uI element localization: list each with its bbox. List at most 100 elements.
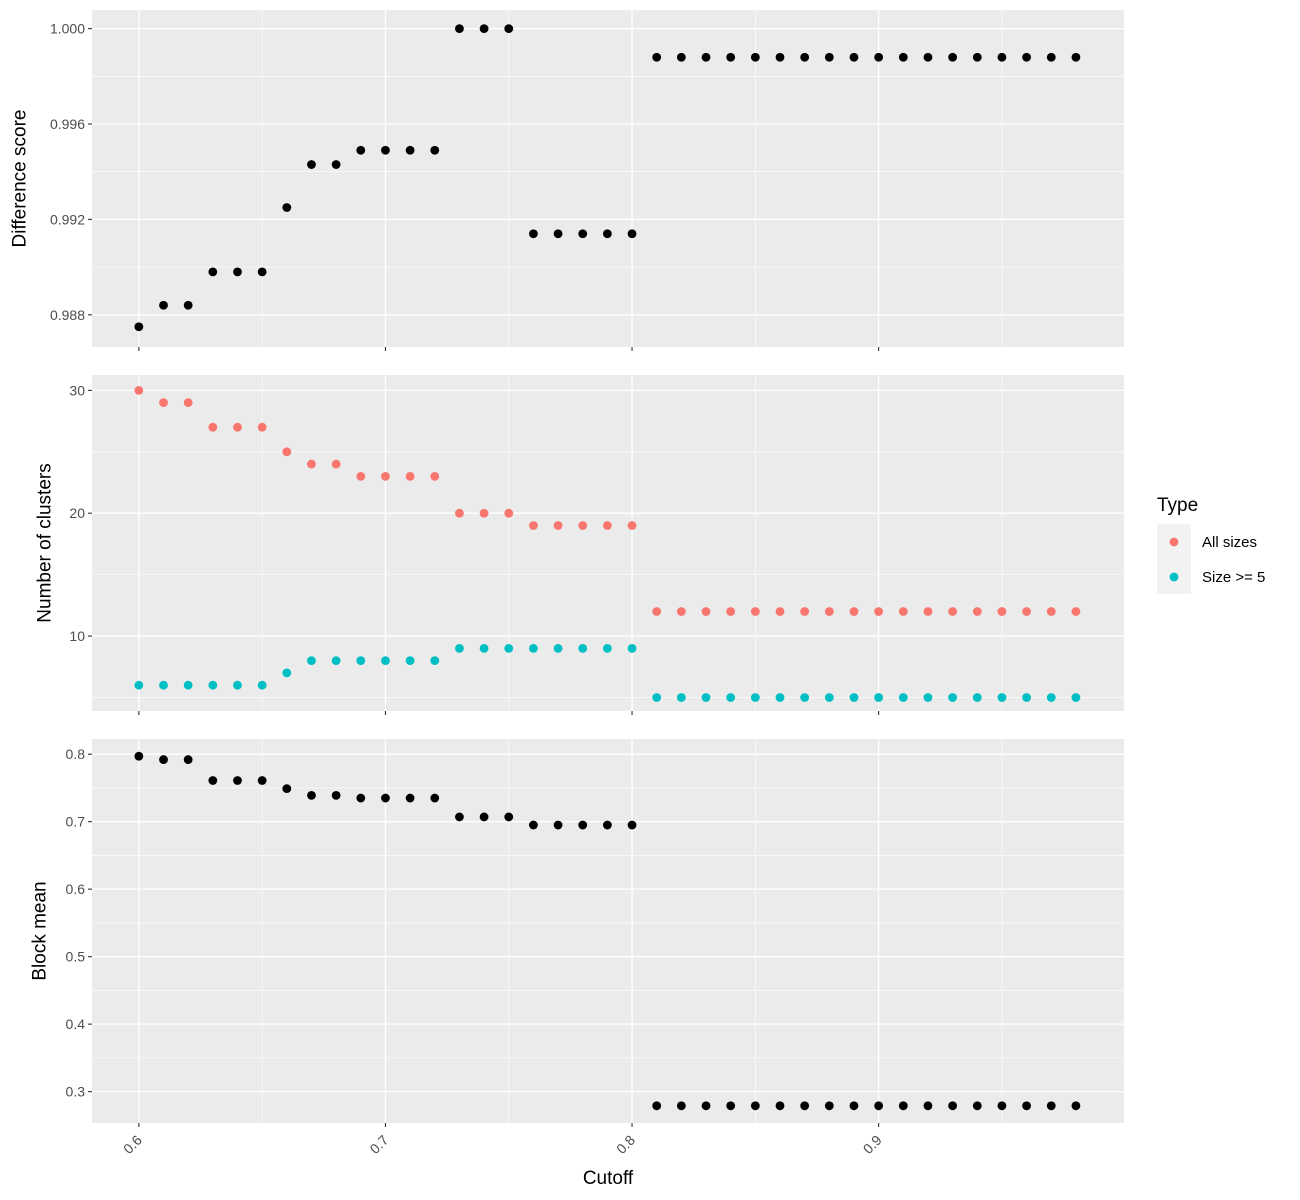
data-point	[1046, 693, 1056, 702]
data-point	[430, 656, 440, 666]
data-point	[750, 52, 760, 62]
data-point	[750, 1101, 760, 1111]
y-axis-title: Difference score	[10, 110, 31, 248]
data-point	[257, 267, 267, 277]
data-point	[331, 459, 341, 469]
data-point	[1046, 607, 1056, 616]
data-point	[824, 1101, 834, 1111]
data-point	[233, 680, 242, 690]
data-point	[750, 607, 760, 616]
data-point	[602, 521, 612, 530]
data-point	[1022, 1101, 1031, 1111]
data-point	[923, 693, 933, 702]
data-point	[134, 751, 144, 761]
data-point	[775, 52, 785, 62]
y-tick-label: 0.996	[50, 116, 85, 132]
data-point	[307, 656, 316, 666]
data-point	[701, 52, 711, 62]
data-point	[208, 680, 218, 690]
data-point	[356, 656, 366, 666]
data-point	[134, 680, 144, 690]
data-point	[553, 643, 563, 653]
data-point	[233, 776, 242, 785]
data-point	[282, 668, 292, 678]
y-axis-title: Block mean	[30, 881, 51, 980]
data-point	[183, 755, 193, 764]
data-point	[282, 203, 292, 212]
data-point	[381, 656, 390, 666]
panel-background	[92, 375, 1124, 711]
data-point	[923, 607, 933, 616]
data-point	[504, 812, 514, 822]
data-point	[676, 607, 686, 616]
y-tick-label: 10	[69, 628, 85, 644]
data-point	[529, 820, 538, 830]
data-point	[479, 508, 489, 518]
data-point	[948, 607, 958, 616]
data-point	[479, 812, 489, 822]
data-point	[183, 398, 193, 408]
data-point	[134, 385, 144, 395]
data-point	[972, 52, 982, 62]
data-point	[898, 52, 908, 62]
data-point	[331, 790, 341, 800]
data-point	[874, 693, 884, 702]
data-point	[504, 24, 514, 34]
data-point	[701, 693, 711, 702]
legend-entry-label: Size >= 5	[1202, 569, 1265, 586]
x-tick-label: 0.9	[860, 1132, 885, 1157]
data-point	[430, 471, 440, 481]
panel-1: 0.988 0.992 0.996 1.000 Difference score	[10, 10, 1124, 351]
data-point	[331, 656, 341, 666]
data-point	[578, 521, 588, 530]
data-point	[430, 793, 440, 803]
x-tick-label: 0.7	[366, 1132, 391, 1157]
panels: 0.988 0.992 0.996 1.000 Difference score 10 20…	[10, 10, 1124, 1157]
data-point	[775, 1101, 785, 1111]
legend-key	[1169, 572, 1179, 582]
x-tick-label: 0.6	[120, 1132, 145, 1157]
data-point	[997, 1101, 1007, 1111]
data-point	[479, 643, 489, 653]
data-point	[874, 1101, 884, 1111]
panel-2: 10 20 30 Number of clusters	[35, 375, 1124, 715]
data-point	[701, 1101, 711, 1111]
data-point	[775, 693, 785, 702]
data-point	[898, 607, 908, 616]
data-point	[208, 422, 218, 432]
data-point	[356, 145, 366, 155]
data-point	[800, 1101, 810, 1111]
data-point	[356, 793, 366, 803]
data-point	[405, 471, 415, 481]
data-point	[159, 398, 168, 408]
y-tick-label: 0.992	[50, 211, 85, 227]
data-point	[159, 300, 168, 310]
data-point	[627, 643, 637, 653]
data-point	[652, 1101, 662, 1111]
data-point	[455, 508, 464, 518]
data-point	[208, 776, 218, 785]
data-point	[381, 471, 390, 481]
data-point	[504, 643, 514, 653]
data-point	[849, 1101, 859, 1111]
data-point	[307, 459, 316, 469]
y-tick-label: 0.988	[50, 307, 85, 323]
data-point	[726, 693, 736, 702]
y-tick-label: 0.7	[66, 814, 86, 830]
data-point	[307, 790, 316, 800]
data-point	[972, 607, 982, 616]
data-point	[1046, 1101, 1056, 1111]
data-point	[627, 521, 637, 530]
data-point	[529, 229, 538, 239]
data-point	[800, 52, 810, 62]
data-point	[381, 793, 390, 803]
data-point	[948, 1101, 958, 1111]
data-point	[381, 145, 390, 155]
data-point	[775, 607, 785, 616]
data-point	[726, 607, 736, 616]
data-point	[1022, 693, 1031, 702]
data-point	[282, 447, 292, 457]
data-point	[997, 607, 1007, 616]
data-point	[849, 693, 859, 702]
